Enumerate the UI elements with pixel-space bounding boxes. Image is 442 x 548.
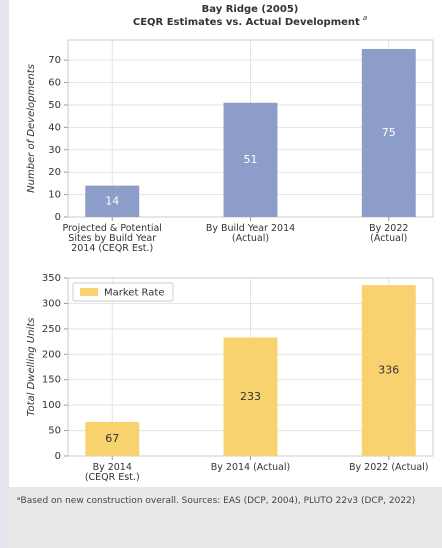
chart-title: Bay Ridge (2005)	[202, 4, 299, 15]
bar	[223, 102, 278, 217]
y-tick-label: 50	[48, 426, 61, 437]
legend-label: Market Rate	[104, 288, 164, 299]
bar	[361, 285, 416, 456]
x-tick-label: By Build Year 2014 (Actual)	[205, 223, 296, 244]
legend-swatch	[80, 288, 98, 296]
footnote: ᵃBased on new construction overall. Sour…	[9, 487, 442, 548]
bar	[223, 337, 278, 456]
x-tick-label: By 2022 (Actual)	[348, 462, 429, 473]
y-tick-label: 20	[48, 167, 61, 178]
legend-box	[72, 282, 174, 302]
value-label: 51	[244, 153, 258, 166]
y-tick-label: 150	[42, 375, 61, 386]
x-tick-label: By 2014 (CEQR Est.)	[84, 462, 140, 483]
y-tick-label: 0	[55, 451, 61, 462]
y-axis-label: Total Dwelling Units	[26, 318, 37, 417]
y-tick-label: 50	[48, 100, 61, 111]
value-label: 336	[378, 364, 399, 377]
y-tick-label: 30	[48, 145, 61, 156]
value-label: 67	[105, 432, 119, 445]
x-tick-label: By 2014 (Actual)	[210, 462, 291, 473]
figure: Bay Ridge (2005) CEQR Estimates vs. Actu…	[9, 0, 442, 548]
value-label: 75	[382, 126, 396, 139]
value-label: 14	[105, 194, 119, 207]
y-tick-label: 60	[48, 78, 61, 89]
x-tick-label: By 2022 (Actual)	[369, 223, 409, 244]
bar	[85, 421, 140, 456]
y-tick-label: 10	[48, 190, 61, 201]
y-tick-label: 0	[55, 212, 61, 223]
x-tick-label: Projected & Potential Sites by Build Yea…	[62, 223, 162, 254]
y-tick-label: 300	[42, 298, 61, 309]
y-tick-label: 70	[48, 55, 61, 66]
y-tick-label: 350	[42, 273, 61, 284]
bar	[361, 48, 416, 218]
y-tick-label: 250	[42, 324, 61, 335]
y-tick-label: 40	[48, 122, 61, 133]
y-tick-label: 200	[42, 349, 61, 360]
y-tick-label: 100	[42, 400, 61, 411]
value-label: 233	[240, 390, 261, 403]
chart: Bay Ridge (2005) CEQR Estimates vs. Actu…	[26, 4, 434, 462]
chart-subtitle: CEQR Estimates vs. Actual Development a	[133, 14, 367, 28]
bar	[85, 185, 140, 217]
y-axis-label: Number of Developments	[26, 64, 37, 193]
